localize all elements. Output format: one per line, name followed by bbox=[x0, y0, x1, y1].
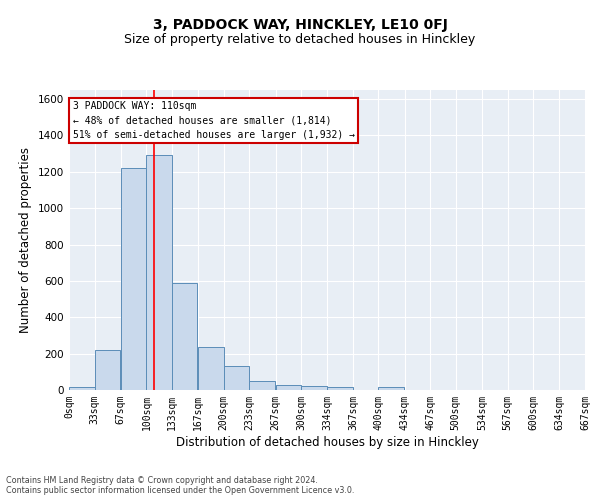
Y-axis label: Number of detached properties: Number of detached properties bbox=[19, 147, 32, 333]
Bar bbox=[379, 386, 404, 390]
Bar bbox=[95, 350, 120, 390]
Bar bbox=[172, 282, 197, 390]
Text: 3, PADDOCK WAY, HINCKLEY, LE10 0FJ: 3, PADDOCK WAY, HINCKLEY, LE10 0FJ bbox=[152, 18, 448, 32]
Text: 3 PADDOCK WAY: 110sqm
← 48% of detached houses are smaller (1,814)
51% of semi-d: 3 PADDOCK WAY: 110sqm ← 48% of detached … bbox=[73, 101, 355, 140]
Bar bbox=[121, 168, 146, 390]
Bar bbox=[146, 156, 172, 390]
X-axis label: Distribution of detached houses by size in Hinckley: Distribution of detached houses by size … bbox=[176, 436, 478, 448]
Bar bbox=[301, 386, 326, 390]
Bar bbox=[198, 348, 224, 390]
Bar bbox=[328, 388, 353, 390]
Text: Size of property relative to detached houses in Hinckley: Size of property relative to detached ho… bbox=[124, 32, 476, 46]
Bar bbox=[224, 366, 249, 390]
Bar bbox=[249, 382, 275, 390]
Bar bbox=[69, 388, 95, 390]
Text: Contains HM Land Registry data © Crown copyright and database right 2024.
Contai: Contains HM Land Registry data © Crown c… bbox=[6, 476, 355, 495]
Bar bbox=[275, 386, 301, 390]
